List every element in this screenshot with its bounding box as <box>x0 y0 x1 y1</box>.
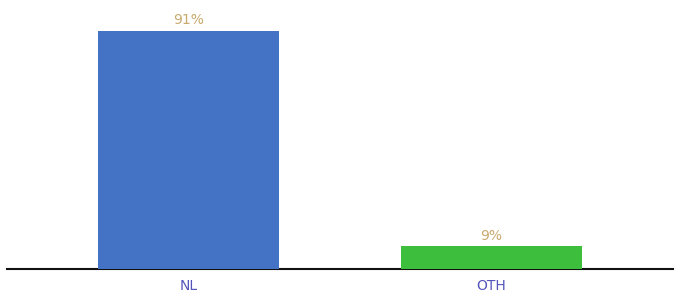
Bar <box>401 246 582 269</box>
Text: 91%: 91% <box>173 14 204 27</box>
Bar <box>98 31 279 269</box>
Text: 9%: 9% <box>480 229 503 243</box>
